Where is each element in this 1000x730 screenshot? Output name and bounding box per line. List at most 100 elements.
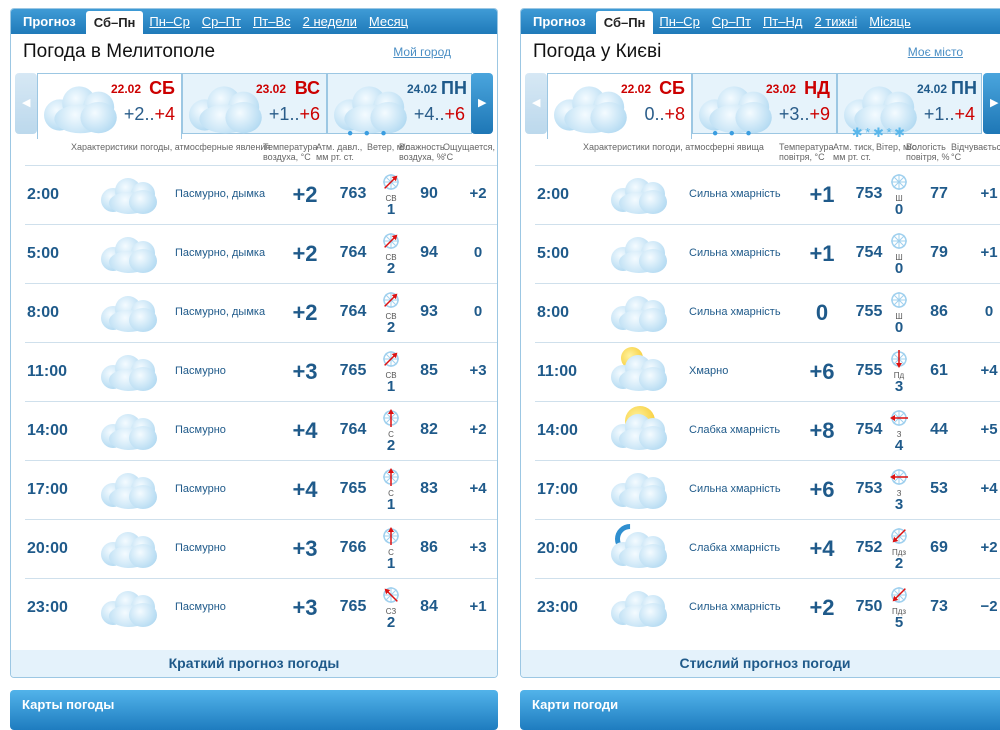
wind-speed: 1 (386, 378, 396, 395)
wind-rose-icon (383, 174, 399, 190)
day-date: 23.02 (255, 82, 286, 96)
column-header: Вітер, м/с (876, 142, 917, 152)
row-wind: СВ 1 (379, 349, 403, 394)
row-description: Пасмурно (175, 483, 226, 495)
cloud-icon (101, 465, 157, 509)
row-time: 14:00 (27, 422, 68, 439)
tab-4[interactable]: Пт–Вс (252, 14, 291, 29)
wind-speed: 1 (386, 201, 396, 218)
day-card[interactable]: 23.02 ВС +1..+6 (182, 73, 327, 134)
day-card[interactable]: 22.02 СБ 0..+8 (547, 73, 692, 139)
row-time: 8:00 (537, 304, 570, 321)
column-header: Ветер, м/с (367, 142, 410, 152)
weather-icon (101, 347, 157, 391)
row-description: Слабка хмарність (689, 542, 781, 554)
tab-6[interactable]: Місяць (869, 14, 911, 29)
temp-range: 0..+8 (644, 104, 685, 124)
temp-min: +2 (123, 104, 145, 124)
day-name: ПН (441, 78, 467, 98)
tab-4[interactable]: Пт–Нд (762, 14, 803, 29)
wind-rose-icon (891, 350, 907, 368)
row-description: Пасмурно (175, 542, 226, 554)
maps-title: Карты погоды (22, 697, 115, 712)
row-wind: Пд 3 (887, 349, 911, 394)
row-time: 17:00 (27, 481, 68, 498)
wind-rose-icon (891, 233, 907, 249)
row-description: Сильна хмарність (689, 306, 781, 318)
rain-icon: ●●● (699, 76, 772, 138)
day-name: ПН (951, 78, 977, 98)
forecast-panel-melitopol: Прогноз Сб–Пн Пн–Ср Ср–Пт Пт–Вс 2 недели Месяц… (10, 8, 498, 678)
chevron-right-icon: ▶ (478, 97, 487, 109)
day-card[interactable]: ✱*✱*✱ 24.02 ПН +1..+4 (837, 73, 982, 141)
row-time: 2:00 (27, 186, 60, 203)
row-humidity: 53 (930, 480, 948, 497)
row-description: Пасмурно, дымка (175, 188, 266, 200)
maps-header[interactable]: Карти погоди (520, 690, 1000, 730)
row-pressure: 750 (855, 598, 883, 615)
tab-3[interactable]: Ср–Пт (201, 14, 241, 29)
day-card[interactable]: 22.02 СБ +2..+4 (37, 73, 182, 139)
table-row: 8:00 Сильна хмарність 0 755 Ш 0 86 0 (535, 283, 1000, 342)
my-city-link[interactable]: Мой город (393, 45, 451, 59)
wind-rose-icon (383, 292, 399, 308)
tab-1[interactable]: Сб–Пн (595, 11, 654, 34)
row-time: 11:00 (537, 363, 578, 380)
tab-2[interactable]: Пн–Ср (659, 14, 700, 29)
temp-range: +1..+4 (923, 104, 975, 124)
row-temperature: +8 (809, 418, 835, 443)
wind-direction: Ш (895, 253, 903, 262)
tab-0: Прогноз (23, 14, 76, 29)
row-wind: Пдз 2 (887, 526, 911, 571)
my-city-link[interactable]: Моє місто (907, 45, 963, 59)
wind-rose-icon (383, 468, 399, 486)
row-humidity: 61 (930, 362, 948, 379)
row-description: Сильна хмарність (689, 601, 781, 613)
row-pressure: 764 (339, 303, 367, 320)
wind-rose-icon (890, 469, 908, 485)
wind-speed: 2 (386, 319, 396, 336)
row-humidity: 82 (420, 421, 438, 438)
row-humidity: 90 (420, 185, 438, 202)
tab-5[interactable]: 2 тижні (814, 14, 858, 29)
row-feels-like: +2 (980, 539, 998, 556)
short-forecast-link[interactable]: Стислий прогноз погоди (521, 650, 1000, 677)
wind-direction: С (388, 489, 394, 498)
maps-header[interactable]: Карты погоды (10, 690, 498, 730)
row-description: Сильна хмарність (689, 247, 781, 259)
row-temperature: +1 (809, 241, 835, 266)
snowflakes-icon: ✱*✱*✱ (851, 126, 908, 141)
cloud-icon (611, 229, 667, 273)
wind-direction: Пдз (891, 548, 907, 557)
maps-title: Карти погоди (532, 697, 619, 712)
row-pressure: 766 (339, 539, 367, 556)
short-forecast-link[interactable]: Краткий прогноз погоды (11, 650, 497, 677)
tab-6[interactable]: Месяц (368, 14, 409, 29)
tab-1[interactable]: Сб–Пн (85, 11, 144, 34)
table-row: 20:00 Слабка хмарність +4 752 Пдз 2 69 +2 (535, 517, 1000, 578)
cloud-icon (101, 170, 157, 214)
tab-3[interactable]: Ср–Пт (711, 14, 751, 29)
row-temperature: +3 (292, 359, 318, 384)
row-pressure: 763 (339, 185, 367, 202)
table-row: 11:00 Хмарно +6 755 Пд 3 61 +4 (535, 342, 1000, 401)
tab-2[interactable]: Пн–Ср (149, 14, 190, 29)
prev-days-button[interactable]: ◀ (15, 73, 37, 134)
day-date: 24.02 (407, 82, 438, 96)
tab-5[interactable]: 2 недели (302, 14, 357, 29)
cloud-icon (611, 583, 667, 627)
next-days-button[interactable]: ▶ (983, 73, 1000, 134)
day-card[interactable]: ●●● 24.02 ПН +4..+6 (327, 73, 472, 138)
cloud-icon (189, 76, 262, 134)
row-wind: СВ 1 (379, 172, 403, 217)
temp-min: 0 (644, 104, 655, 124)
rain-icon: ●●● (334, 76, 407, 138)
row-description: Сильна хмарність (689, 188, 781, 200)
row-feels-like: +4 (469, 480, 487, 497)
next-days-button[interactable]: ▶ (471, 73, 493, 134)
prev-days-button[interactable]: ◀ (525, 73, 547, 134)
day-card[interactable]: ●●● 23.02 НД +3..+9 (692, 73, 837, 138)
